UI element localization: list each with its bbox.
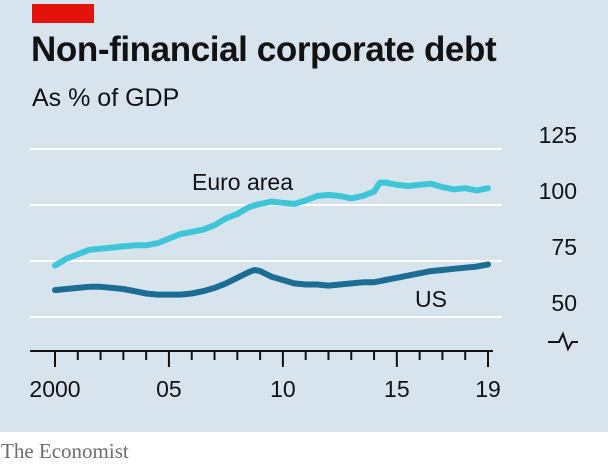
x-axis-tick-labels: 2000 05 10 15 19 (29, 376, 500, 402)
source-credit: The Economist (1, 439, 129, 463)
y-tick-label: 75 (551, 234, 577, 260)
brand-red-tag (32, 4, 94, 23)
chart-title: Non-financial corporate debt (31, 30, 497, 69)
annotation-euro-area: Euro area (192, 169, 293, 195)
line-chart: 125 100 75 50 Euro area US 2000 05 10 15 19 (29, 122, 578, 402)
y-axis-break-icon (548, 331, 578, 352)
annotation-us: US (415, 286, 447, 312)
y-tick-label: 100 (539, 178, 577, 204)
x-tick-label: 10 (270, 376, 296, 402)
axis-break-icon (548, 331, 578, 352)
series-line-euro-area (52, 179, 491, 269)
x-axis (30, 350, 493, 367)
x-tick-label: 15 (384, 376, 410, 402)
x-tick-label: 19 (475, 376, 501, 402)
series-line-us (52, 261, 491, 298)
series-annotations: Euro area US (192, 169, 447, 312)
y-axis-tick-labels: 125 100 75 50 (539, 122, 577, 316)
series-lines (52, 179, 491, 298)
chart-subtitle: As % of GDP (32, 84, 180, 112)
y-tick-label: 125 (539, 122, 577, 148)
x-tick-label: 05 (156, 376, 182, 402)
y-tick-label: 50 (551, 290, 577, 316)
x-tick-label: 2000 (29, 376, 80, 402)
